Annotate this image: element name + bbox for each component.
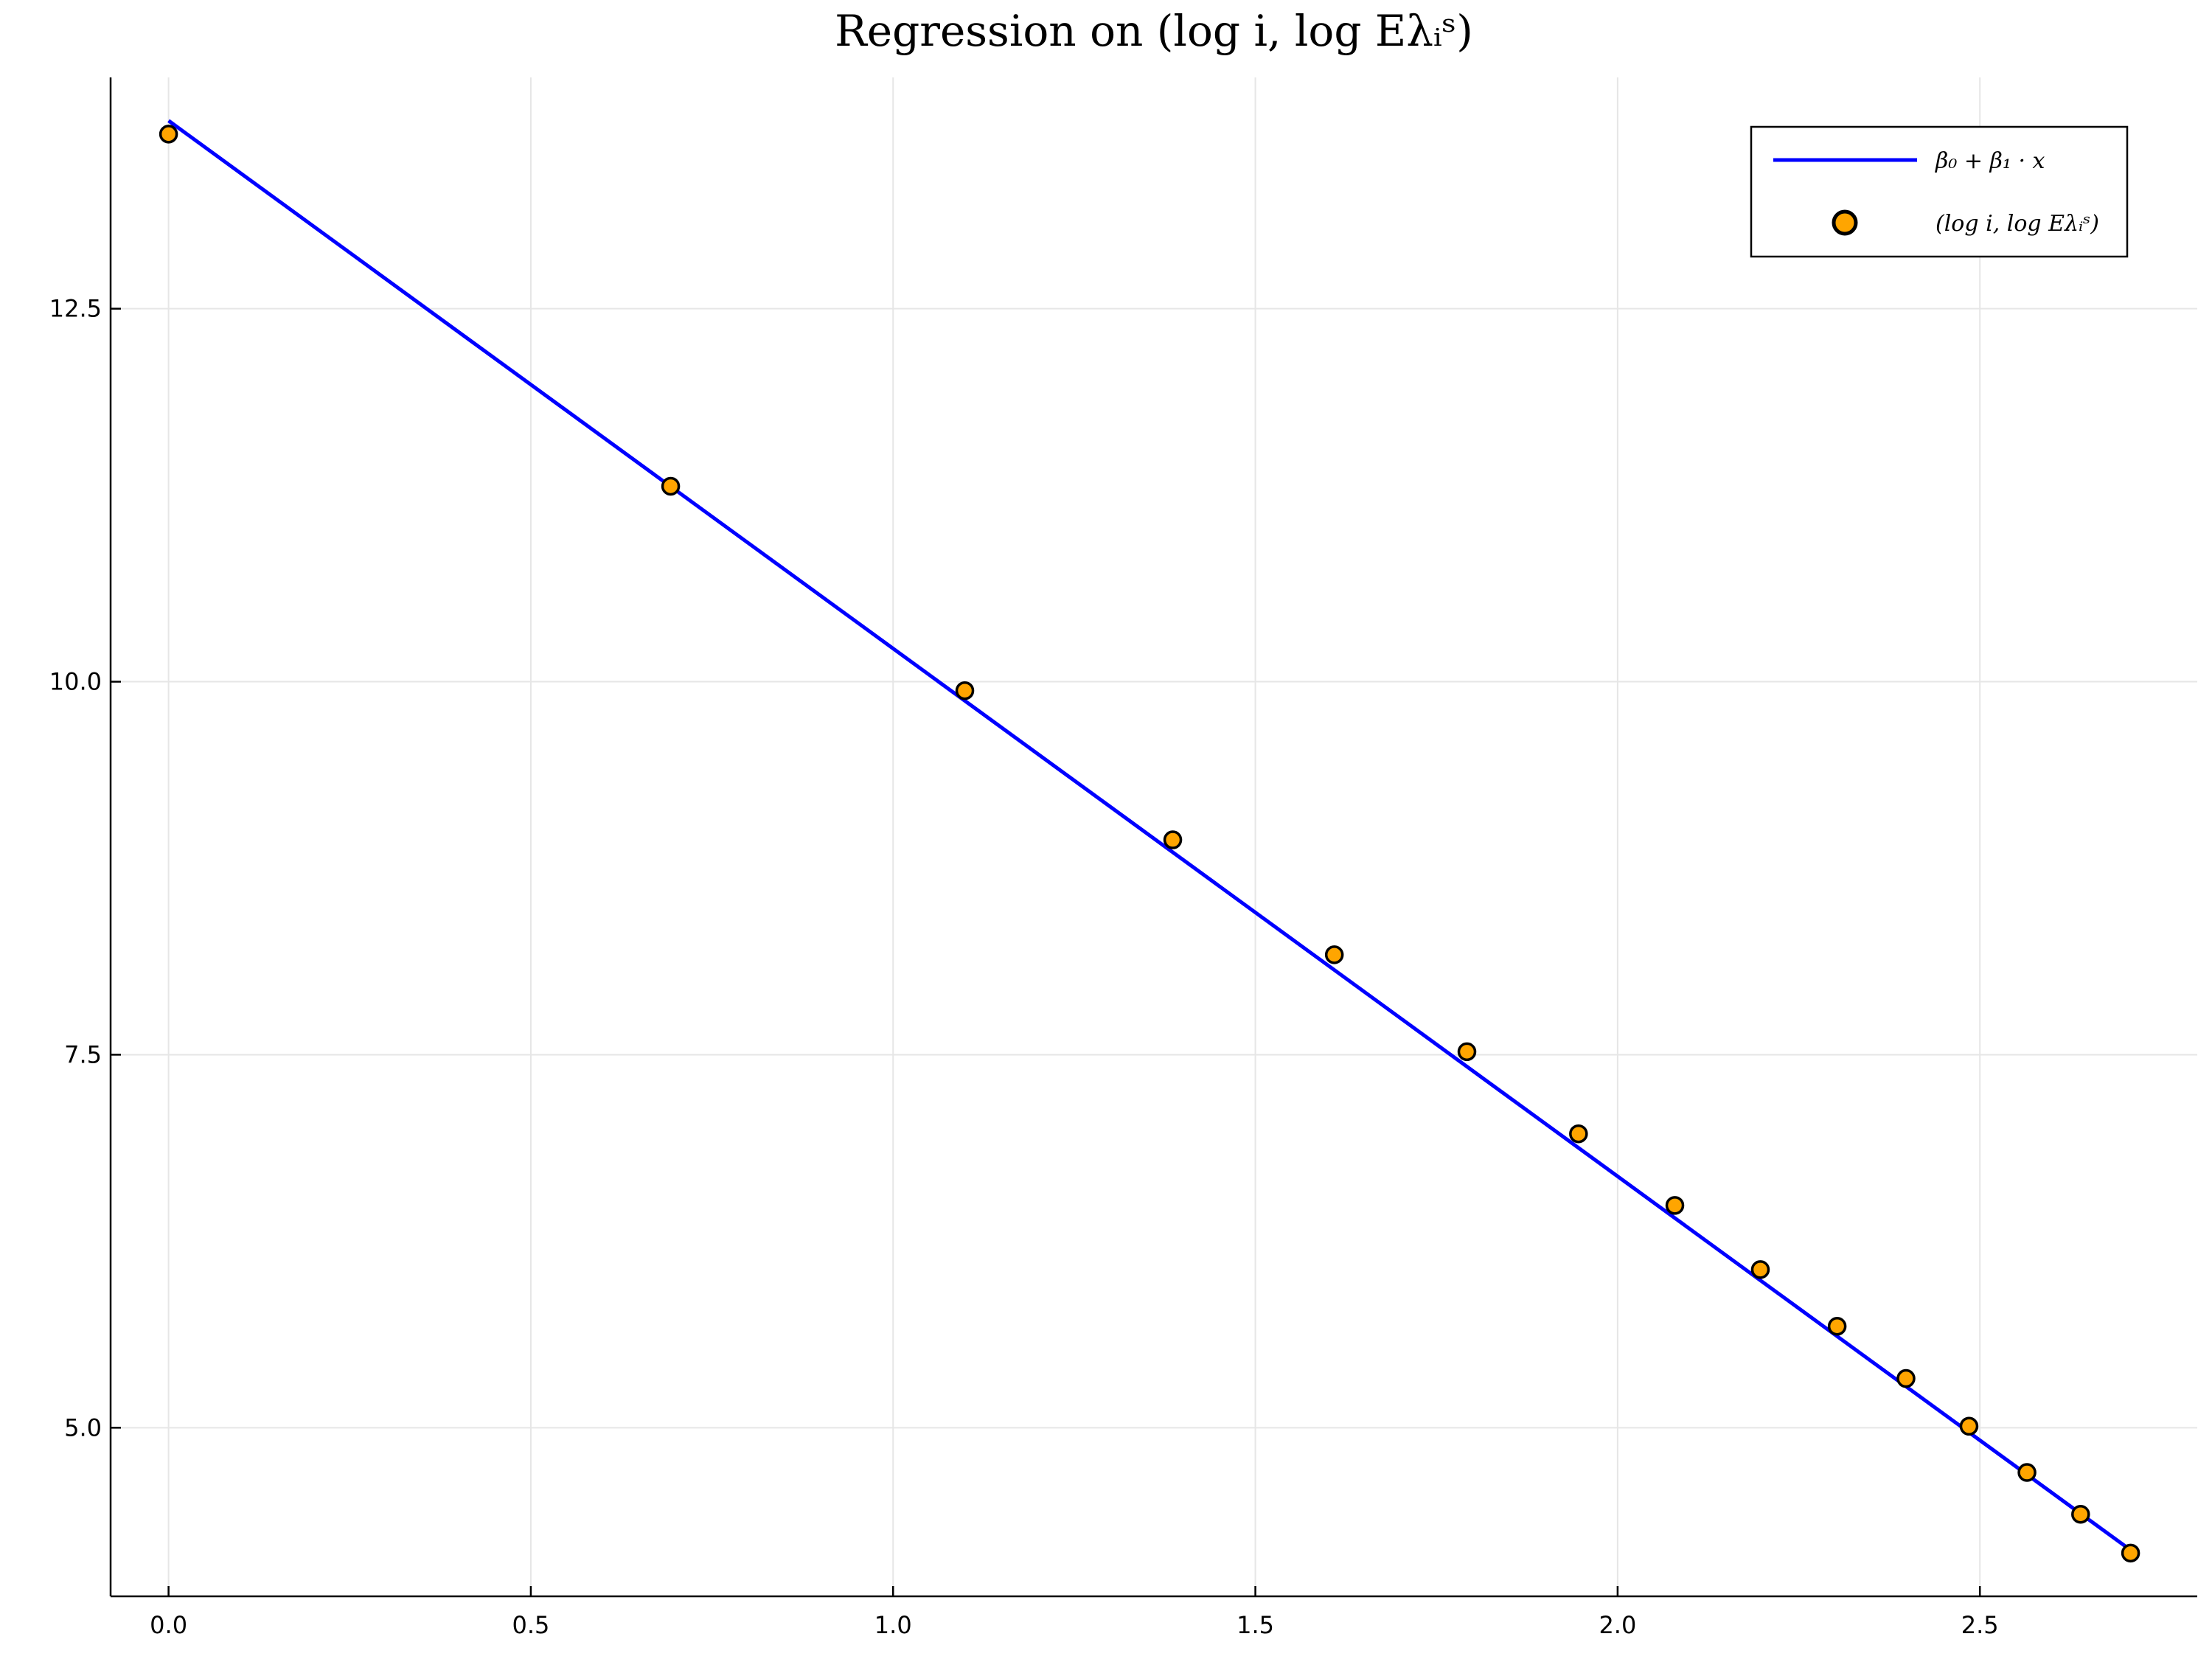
- data-point: [1163, 830, 1183, 849]
- data-point: [159, 125, 178, 144]
- x-tick-label: 0.5: [512, 1611, 549, 1639]
- legend-label-scatter: (log i, log Eλᵢˢ): [1935, 211, 2099, 237]
- legend-label-line: β₀ + β₁ · x: [1935, 148, 2045, 174]
- x-tick-label: 2.0: [1599, 1611, 1636, 1639]
- legend-box: [1750, 125, 2129, 258]
- data-point: [2071, 1504, 2090, 1524]
- legend-marker-swatch: [1832, 209, 1858, 236]
- chart-title: Regression on (log i, log Eλᵢˢ): [835, 6, 1473, 56]
- y-tick-label: 12.5: [49, 295, 102, 323]
- y-tick-label: 7.5: [64, 1040, 102, 1068]
- x-tick-label: 1.0: [874, 1611, 912, 1639]
- y-tick-label: 5.0: [64, 1413, 102, 1441]
- x-tick-label: 2.5: [1961, 1611, 1999, 1639]
- data-point: [2121, 1543, 2140, 1563]
- data-point: [955, 681, 975, 700]
- regression-line: [167, 119, 2132, 1552]
- axes: [109, 77, 2197, 1598]
- data-point: [2017, 1463, 2037, 1482]
- data-point: [1750, 1260, 1770, 1279]
- data-point: [1896, 1368, 1916, 1388]
- grid: [111, 77, 2197, 1596]
- series-layer: [159, 119, 2140, 1563]
- ticks: 0.0 0.5 1.0 1.5 2.0 2.5 5.0 7.5 10.0 12.5: [49, 295, 1999, 1639]
- x-tick-label: 0.0: [150, 1611, 187, 1639]
- data-point: [1959, 1416, 1979, 1436]
- x-tick-label: 1.5: [1237, 1611, 1274, 1639]
- data-point: [1569, 1124, 1588, 1144]
- y-tick-label: 10.0: [49, 668, 102, 696]
- data-point: [1827, 1316, 1847, 1336]
- data-point: [1665, 1196, 1685, 1215]
- legend: β₀ + β₁ · x (log i, log Eλᵢˢ): [1750, 125, 2129, 258]
- data-point: [1324, 945, 1344, 964]
- data-point: [661, 476, 681, 496]
- data-point: [1457, 1042, 1477, 1062]
